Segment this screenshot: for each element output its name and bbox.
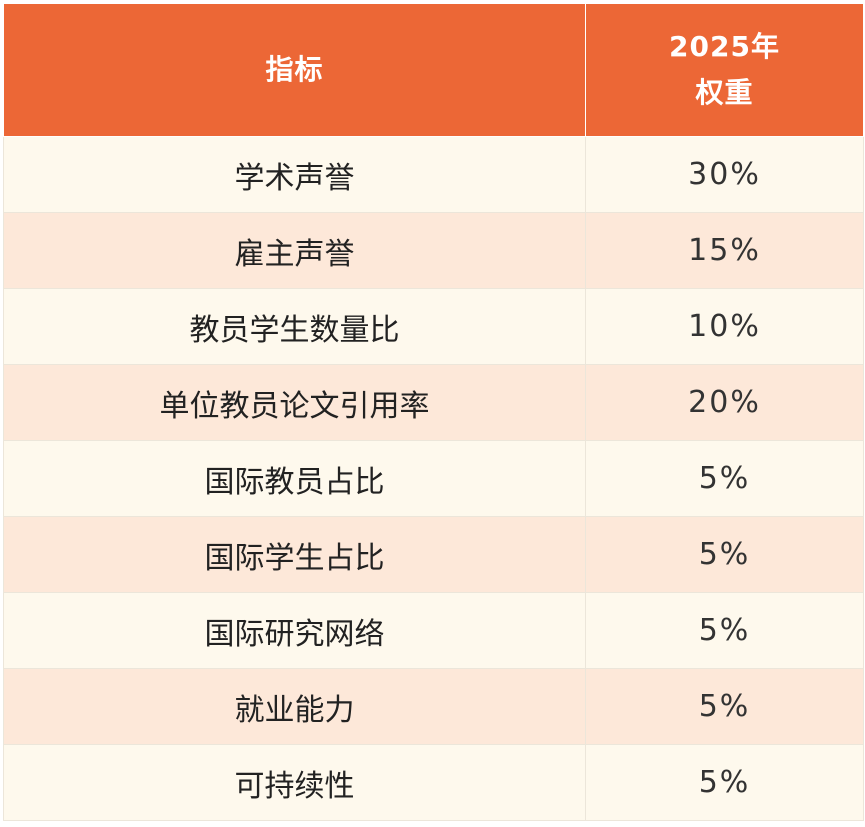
- table-row: 教员学生数量比 10%: [3, 288, 864, 365]
- indicator-cell: 国际研究网络: [3, 592, 586, 669]
- weight-cell: 5%: [585, 440, 864, 517]
- indicator-cell: 国际教员占比: [3, 440, 586, 517]
- weight-cell: 5%: [585, 744, 864, 821]
- table-row: 雇主声誉 15%: [3, 212, 864, 289]
- indicator-cell: 单位教员论文引用率: [3, 364, 586, 441]
- weight-cell: 20%: [585, 364, 864, 441]
- header-weight-label: 权重: [695, 76, 754, 109]
- table-row: 国际学生占比 5%: [3, 516, 864, 593]
- indicator-cell: 就业能力: [3, 668, 586, 745]
- header-weight: 2025年 权重: [585, 3, 864, 137]
- table-row: 学术声誉 30%: [3, 136, 864, 213]
- table-row: 就业能力 5%: [3, 668, 864, 745]
- table-row: 国际教员占比 5%: [3, 440, 864, 517]
- indicator-cell: 国际学生占比: [3, 516, 586, 593]
- header-indicator: 指标: [3, 3, 586, 137]
- weight-cell: 5%: [585, 668, 864, 745]
- weight-cell: 15%: [585, 212, 864, 289]
- table-header-row: 指标 2025年 权重: [3, 3, 864, 137]
- weight-cell: 5%: [585, 516, 864, 593]
- table-row: 可持续性 5%: [3, 744, 864, 821]
- weight-cell: 30%: [585, 136, 864, 213]
- indicator-cell: 雇主声誉: [3, 212, 586, 289]
- weight-cell: 5%: [585, 592, 864, 669]
- table-row: 单位教员论文引用率 20%: [3, 364, 864, 441]
- header-weight-year: 2025年: [669, 30, 780, 63]
- indicator-cell: 教员学生数量比: [3, 288, 586, 365]
- table-row: 国际研究网络 5%: [3, 592, 864, 669]
- ranking-weights-table: 指标 2025年 权重 学术声誉 30% 雇主声誉 15% 教员学生数量比 10…: [3, 3, 864, 821]
- weight-cell: 10%: [585, 288, 864, 365]
- indicator-cell: 学术声誉: [3, 136, 586, 213]
- indicator-cell: 可持续性: [3, 744, 586, 821]
